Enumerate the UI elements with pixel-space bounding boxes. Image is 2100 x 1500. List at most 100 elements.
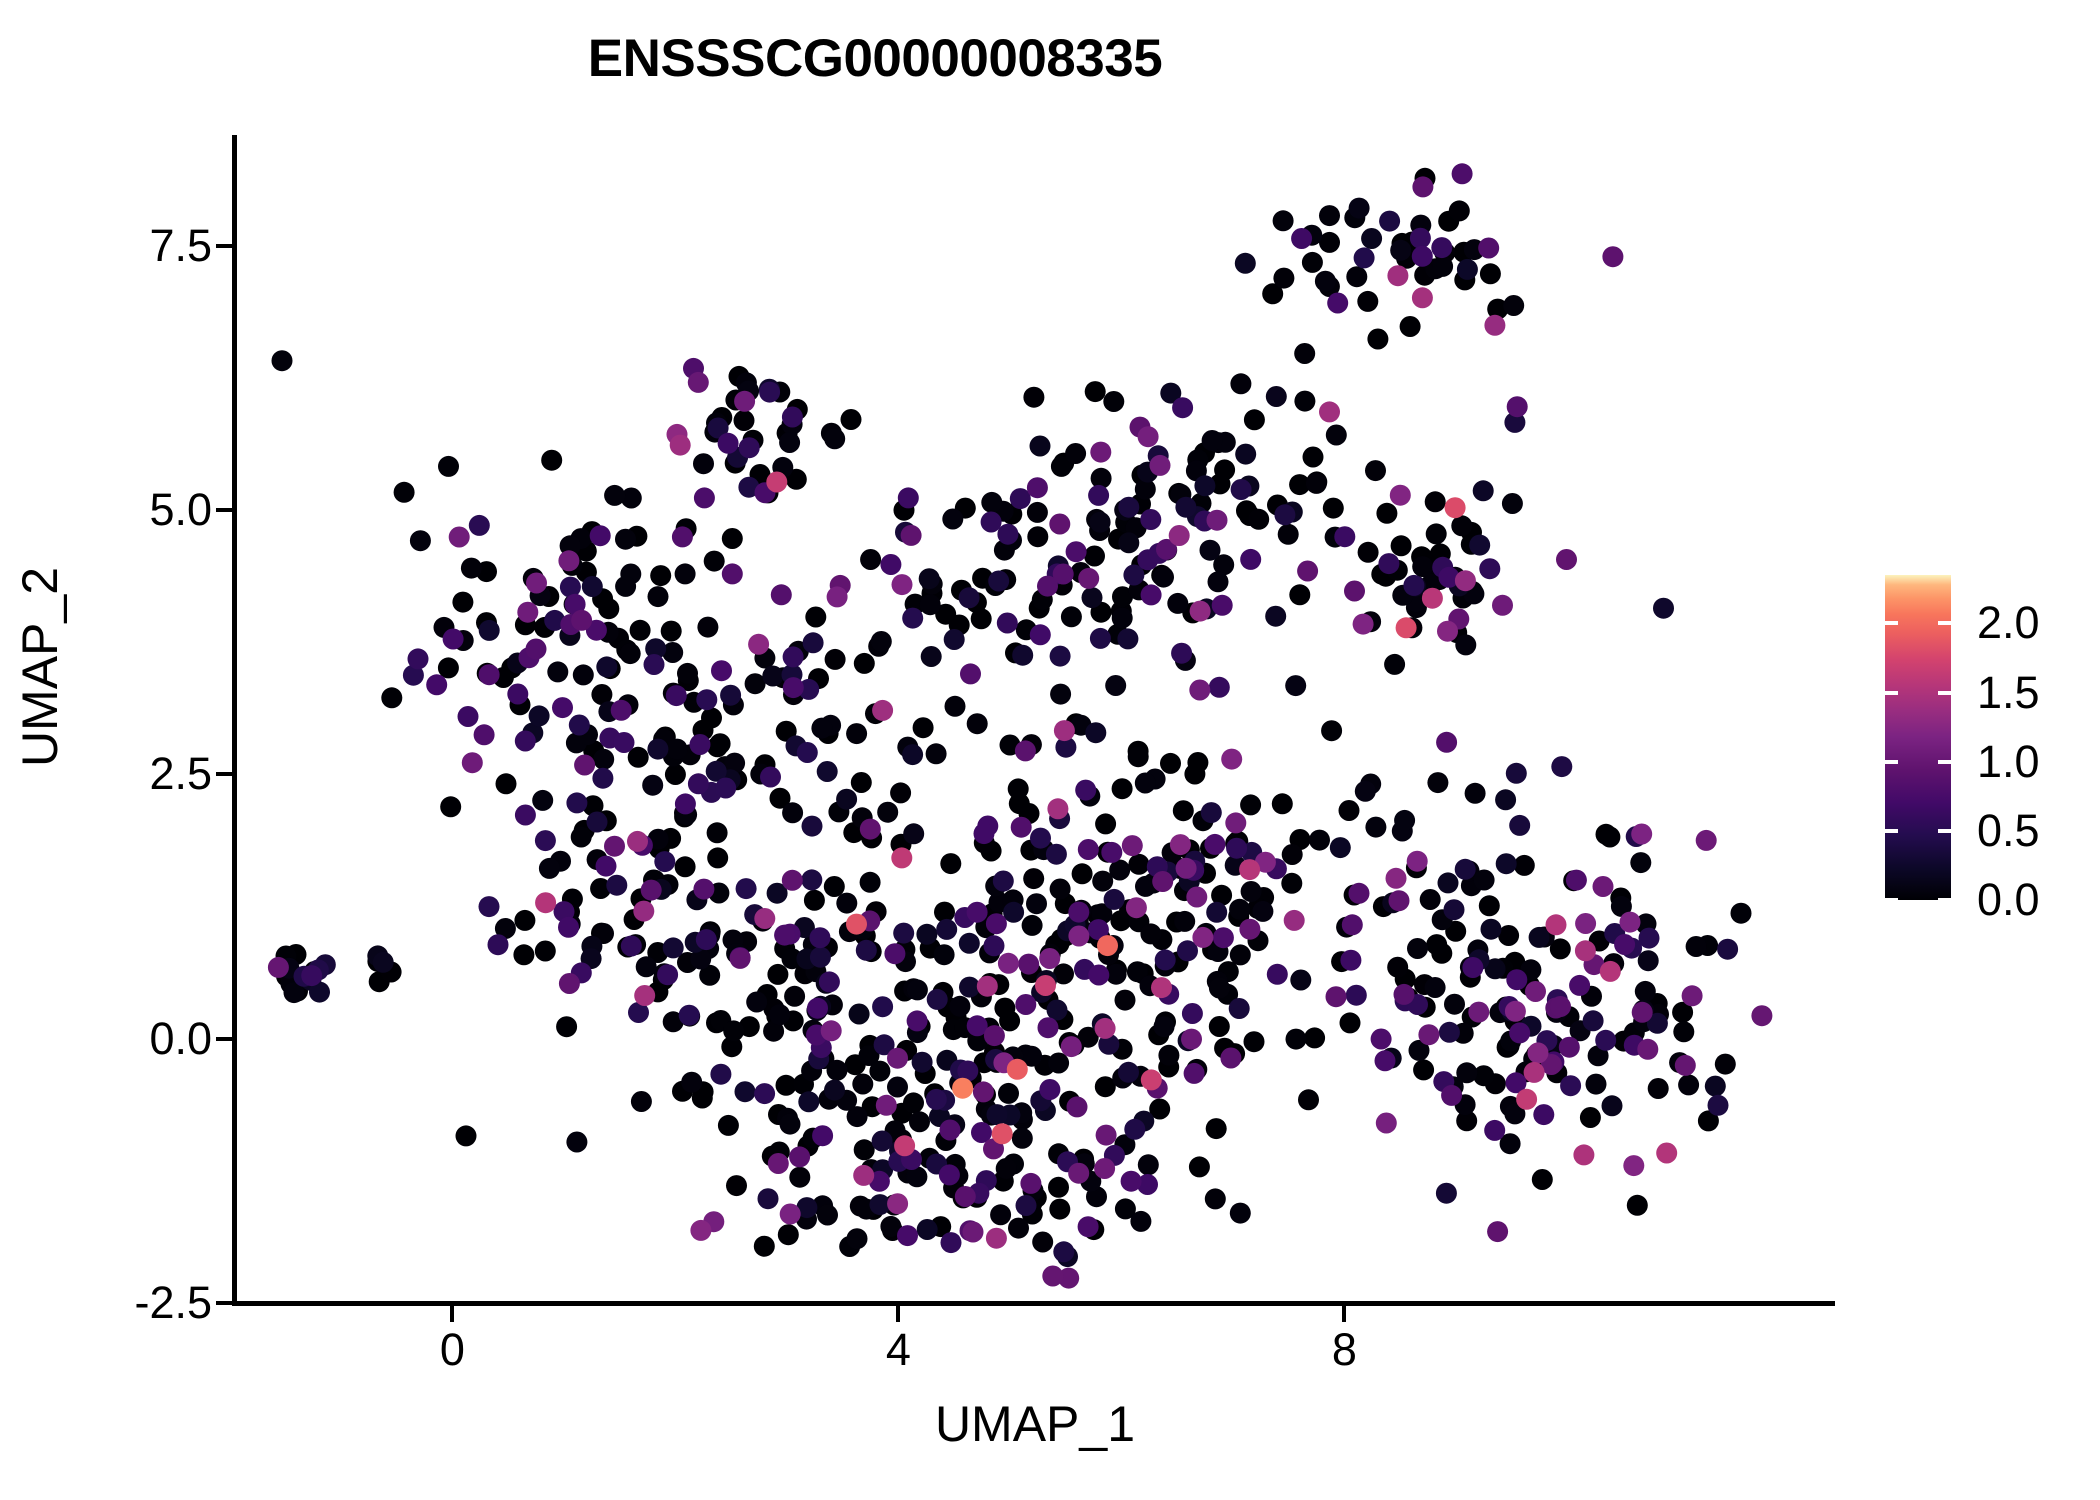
colorbar-tick-mark	[1885, 898, 1898, 902]
scatter-point	[1492, 594, 1513, 616]
scatter-point	[893, 922, 915, 944]
scatter-point	[559, 535, 581, 557]
scatter-point	[1192, 926, 1214, 948]
scatter-point	[525, 638, 547, 660]
scatter-point	[705, 760, 727, 782]
scatter-point	[558, 550, 580, 572]
scatter-point	[1456, 1062, 1478, 1084]
scatter-point	[1014, 740, 1036, 762]
scatter-point	[809, 927, 831, 949]
scatter-point	[1390, 535, 1412, 557]
scatter-point	[1619, 911, 1641, 933]
scatter-point	[1394, 809, 1416, 831]
scatter-point	[926, 988, 948, 1010]
scatter-point	[1135, 875, 1156, 897]
scatter-point	[954, 1186, 976, 1207]
scatter-point	[1248, 508, 1270, 530]
scatter-point	[267, 956, 289, 978]
scatter-point	[972, 1081, 994, 1103]
scatter-point	[760, 766, 781, 788]
scatter-point	[1112, 586, 1133, 608]
scatter-point	[909, 1111, 930, 1133]
scatter-point	[1656, 1142, 1678, 1164]
scatter-point	[1289, 584, 1311, 606]
scatter-point	[748, 633, 770, 655]
scatter-point	[1208, 1016, 1230, 1037]
scatter-point	[1032, 1231, 1054, 1253]
scatter-point	[1472, 480, 1494, 502]
scatter-point	[1084, 381, 1106, 403]
scatter-point	[707, 847, 729, 869]
scatter-point	[890, 782, 912, 804]
scatter-point	[591, 684, 613, 705]
scatter-point	[1101, 841, 1123, 863]
scatter-point	[619, 643, 641, 665]
scatter-point	[689, 734, 711, 755]
scatter-point	[1201, 430, 1223, 451]
scatter-point	[1156, 538, 1177, 560]
scatter-point	[1272, 210, 1294, 232]
scatter-point	[1436, 731, 1458, 753]
scatter-point	[1030, 827, 1051, 849]
scatter-point	[1412, 556, 1434, 578]
scatter-point	[690, 948, 712, 970]
scatter-point	[1389, 484, 1411, 506]
scatter-point	[1010, 816, 1032, 838]
scatter-point	[1204, 833, 1226, 855]
scatter-point	[916, 923, 938, 945]
scatter-point	[1266, 963, 1288, 985]
scatter-point	[789, 1146, 811, 1168]
scatter-point	[707, 417, 729, 439]
scatter-point	[958, 932, 980, 954]
scatter-point	[558, 916, 579, 938]
scatter-point	[1495, 789, 1517, 811]
scatter-point	[1412, 176, 1434, 198]
scatter-point	[812, 1125, 834, 1147]
y-tick-mark	[216, 508, 232, 513]
scatter-point	[1411, 287, 1433, 309]
scatter-point	[769, 787, 791, 809]
scatter-point	[1160, 752, 1181, 774]
scatter-point	[1213, 554, 1235, 576]
scatter-point	[568, 714, 590, 736]
scatter-point	[468, 514, 490, 536]
scatter-point	[711, 660, 732, 682]
scatter-point	[1211, 594, 1233, 616]
scatter-point	[1678, 1074, 1700, 1096]
scatter-point	[724, 752, 746, 774]
scatter-point	[1103, 391, 1125, 412]
scatter-point	[1243, 1031, 1265, 1053]
scatter-point	[985, 1227, 1007, 1249]
scatter-point	[1149, 454, 1171, 476]
scatter-point	[494, 918, 516, 939]
scatter-point	[998, 1082, 1019, 1104]
scatter-point	[666, 738, 688, 760]
scatter-point	[809, 946, 831, 968]
scatter-point	[1479, 558, 1501, 580]
scatter-point	[925, 1088, 947, 1110]
scatter-point	[514, 804, 536, 826]
scatter-point	[1418, 1024, 1440, 1046]
scatter-point	[1448, 200, 1470, 222]
scatter-point	[1066, 1096, 1088, 1118]
colorbar-tick-mark	[1885, 621, 1898, 626]
scatter-point	[836, 788, 858, 810]
scatter-point	[1454, 570, 1476, 592]
scatter-point	[1235, 443, 1257, 465]
scatter-point	[460, 557, 482, 579]
scatter-point	[721, 563, 743, 585]
scatter-point	[1357, 290, 1379, 312]
scatter-point	[455, 1125, 477, 1147]
scatter-point	[613, 732, 635, 753]
scatter-point	[798, 1091, 820, 1113]
scatter-point	[647, 738, 669, 760]
scatter-point	[855, 939, 877, 961]
scatter-point	[1399, 316, 1421, 337]
scatter-point	[1357, 541, 1379, 563]
scatter-point	[824, 1079, 845, 1101]
scatter-point	[1174, 910, 1196, 932]
scatter-point	[775, 1074, 797, 1096]
scatter-point	[1229, 944, 1251, 966]
scatter-point	[1239, 918, 1261, 940]
scatter-point	[1361, 228, 1383, 249]
